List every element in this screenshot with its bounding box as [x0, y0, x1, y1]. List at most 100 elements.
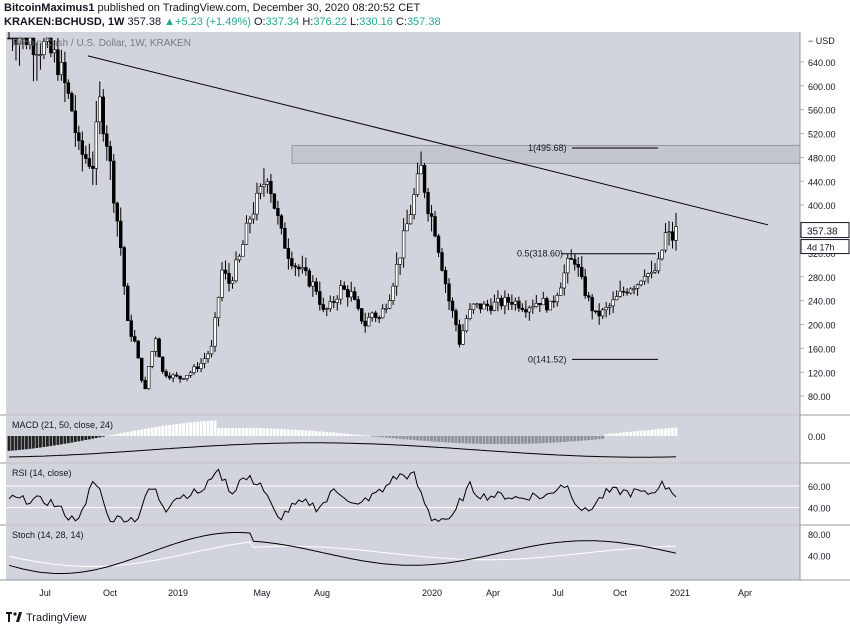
candle-body [398, 257, 402, 265]
candle-body [300, 267, 305, 270]
candle-body [496, 298, 500, 303]
macd-histogram-bar [430, 436, 433, 442]
candle-body [440, 252, 444, 271]
price-chart[interactable]: 80.00120.00160.00200.00240.00280.00320.0… [0, 32, 850, 606]
candle-body [112, 160, 116, 204]
candle-body [593, 310, 598, 313]
macd-histogram-bar [39, 436, 42, 448]
x-tick-label: 2021 [670, 588, 690, 598]
price-tick-label: 440.00 [808, 177, 836, 187]
candle-body [489, 305, 493, 311]
candle-body [188, 372, 193, 376]
candle-body [499, 298, 504, 307]
macd-histogram-bar [46, 436, 49, 447]
price-tick-label: 120.00 [808, 368, 836, 378]
macd-histogram-bar [182, 423, 186, 436]
stoch-k-line [8, 532, 677, 574]
macd-histogram-bar [674, 427, 678, 436]
macd-histogram-bar [468, 436, 472, 444]
pane-background-3 [6, 526, 800, 580]
macd-histogram-bar [639, 430, 643, 436]
macd-histogram-bar [608, 433, 612, 436]
stoch-d-line [8, 541, 677, 567]
macd-histogram-bar [101, 436, 105, 437]
publish-text: published on TradingView.com, December 3… [97, 2, 421, 14]
candle-body [140, 357, 144, 381]
macd-histogram-bar [538, 436, 542, 444]
candle-body [468, 309, 472, 319]
macd-histogram-bar [653, 429, 657, 436]
candle-body [28, 37, 32, 45]
candle-body [52, 49, 57, 54]
macd-histogram-bar [416, 436, 419, 441]
candle-body [363, 320, 367, 327]
macd-histogram-bar [28, 436, 32, 449]
candle-body [531, 306, 535, 309]
candle-body [527, 307, 532, 313]
candle-body [164, 371, 168, 377]
macd-histogram-bar [615, 433, 619, 436]
macd-histogram-bar [594, 436, 598, 440]
candle-body [454, 310, 458, 326]
candle-body [35, 54, 39, 56]
macd-histogram-bar [419, 436, 423, 441]
chart-header: BitcoinMaximus1 published on TradingView… [0, 0, 850, 32]
macd-histogram-bar [363, 435, 367, 437]
candle-body [639, 280, 643, 286]
macd-histogram-bar [66, 436, 70, 444]
macd-histogram-bar [482, 436, 486, 444]
macd-histogram-bar [479, 436, 482, 444]
author-name[interactable]: BitcoinMaximus1 [4, 2, 95, 14]
candle-body [342, 285, 346, 290]
candle-body [373, 312, 378, 318]
macd-histogram-bar [199, 421, 203, 436]
up-arrow-icon: ▲ [164, 16, 176, 28]
macd-histogram-bar [555, 436, 559, 443]
candle-body [450, 300, 455, 312]
candle-body [70, 93, 74, 112]
candle-body [426, 192, 430, 214]
macd-histogram-bar [590, 436, 594, 440]
macd-histogram-bar [398, 436, 402, 439]
candle-body [335, 298, 339, 303]
tradingview-brand[interactable]: TradingView [6, 612, 87, 624]
macd-histogram-bar [636, 431, 639, 436]
macd-histogram-bar [150, 427, 154, 436]
candle-body [461, 330, 465, 345]
candle-body [394, 264, 399, 287]
macd-histogram-bar [122, 432, 126, 436]
candle-body [538, 302, 542, 306]
rsi-tick-label: 40.00 [808, 504, 831, 514]
macd-histogram-bar [133, 430, 137, 436]
macd-histogram-bar [129, 431, 133, 436]
macd-histogram-bar [597, 436, 601, 440]
macd-histogram-bar [273, 428, 276, 436]
candle-body [101, 96, 105, 135]
candle-body [195, 366, 200, 369]
candle-body [370, 312, 374, 318]
candle-body [192, 366, 196, 373]
macd-histogram-bar [587, 436, 591, 441]
candle-body [534, 302, 539, 307]
macd-histogram-bar [391, 436, 395, 439]
candle-body [586, 295, 591, 298]
candle-body [146, 366, 151, 390]
macd-histogram-bar [339, 433, 343, 436]
candle-body [255, 192, 259, 215]
macd-histogram-bar [562, 436, 566, 442]
candle-body [87, 158, 92, 167]
candle-body [646, 273, 650, 277]
macd-histogram-bar [154, 427, 158, 436]
candle-body [126, 285, 130, 322]
candle-body [541, 298, 545, 306]
macd-histogram-bar [552, 436, 556, 443]
ohlc-close-label: C: [395, 16, 407, 28]
macd-histogram-bar [255, 428, 259, 436]
candle-body [464, 318, 469, 332]
candle-body [429, 213, 434, 217]
macd-histogram-bar [573, 436, 577, 442]
macd-histogram-bar [80, 436, 84, 441]
candle-body [380, 308, 385, 319]
macd-histogram-bar [559, 436, 563, 443]
ohlc-close: 357.38 [406, 16, 441, 28]
